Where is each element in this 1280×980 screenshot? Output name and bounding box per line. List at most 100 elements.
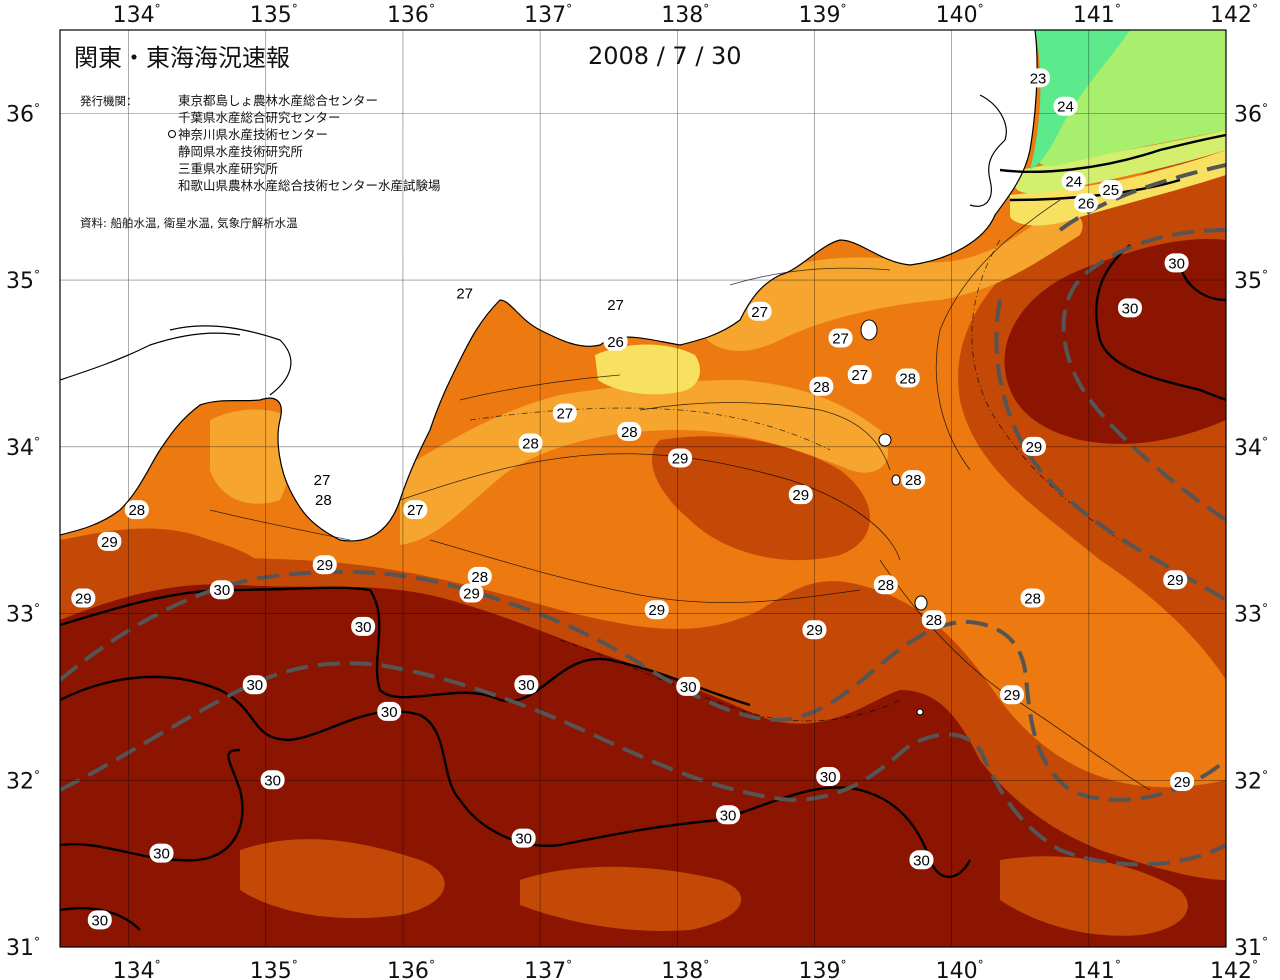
- isotherm-label-bg: [459, 583, 484, 603]
- isotherm-label: 29: [459, 583, 484, 603]
- isotherm-label: 28: [921, 610, 946, 630]
- isotherm-label: 28: [518, 433, 543, 453]
- isotherm-label-text: 28: [925, 612, 942, 629]
- isotherm-label-bg: [403, 500, 428, 520]
- isotherm-label: 28: [809, 376, 834, 396]
- isotherm-label: 29: [312, 555, 337, 575]
- lat-tick-label: 35°: [1234, 268, 1268, 294]
- isotherm-label-text: 29: [792, 487, 809, 504]
- isotherm-label-text: 30: [91, 912, 108, 929]
- isotherm-label: 30: [676, 676, 701, 696]
- isotherm-label-text: 23: [1030, 70, 1047, 87]
- lon-tick-label: 137°: [524, 2, 572, 28]
- isotherm-label-bg: [617, 421, 642, 441]
- isotherm-label: 30: [511, 828, 536, 848]
- isotherm-label: 30: [209, 580, 234, 600]
- isotherm-label: 26: [1074, 193, 1099, 213]
- lat-tick-label: 31°: [1234, 935, 1268, 961]
- isotherm-label-bg: [310, 470, 335, 490]
- isotherm-label-bg: [97, 531, 122, 551]
- isotherm-label-text: 27: [407, 502, 424, 519]
- source-note: 資料: 船舶水温, 衛星水温, 気象庁解析水温: [80, 216, 298, 230]
- kuroshio-north-edge: [60, 569, 1226, 802]
- isotherm-label-text: 28: [621, 424, 638, 441]
- isotherm-label-text: 30: [381, 704, 398, 721]
- isotherm-label-bg: [901, 470, 926, 490]
- lon-tick-label: 140°: [936, 958, 984, 980]
- isotherm-label: 30: [909, 850, 934, 870]
- isotherm-label-bg: [1163, 570, 1188, 590]
- kuroshio-east-edge: [1058, 163, 1226, 232]
- coastline-northwest: [60, 332, 241, 381]
- isotherm-label-text: 30: [515, 831, 532, 848]
- isotherm-label-bg: [452, 283, 477, 303]
- isotherm-label-text: 30: [1122, 300, 1139, 317]
- lat-tick-label: 36°: [1234, 101, 1268, 127]
- lon-tick-label: 136°: [387, 2, 435, 28]
- isotherm-label-bg: [747, 301, 772, 321]
- land-miyakejima: [891, 474, 901, 486]
- kuroshio-eddy-edge: [1061, 228, 1226, 522]
- isotherm-label-text: 28: [315, 492, 332, 509]
- lon-tick-label: 139°: [798, 958, 846, 980]
- isotherm-label-bg: [514, 675, 539, 695]
- isotherm-label-text: 28: [877, 577, 894, 594]
- isotherm-label-text: 30: [1168, 255, 1185, 272]
- band-30C-east-eddy: [1004, 239, 1226, 444]
- isotherm-label-text: 30: [246, 677, 263, 694]
- band-23C-northeast: [1030, 30, 1130, 170]
- isotherm-label-text: 30: [264, 772, 281, 789]
- land-honshu: [60, 30, 1038, 541]
- isotherm-label-bg: [87, 910, 112, 930]
- isotherm-label: 30: [1164, 253, 1189, 273]
- isotherm-label: 25: [1098, 180, 1123, 200]
- isotherm-label-bg: [311, 490, 336, 510]
- isotherm-label-bg: [644, 600, 669, 620]
- isotherm-label-text: 29: [101, 534, 118, 551]
- isotherm-label: 29: [1163, 570, 1188, 590]
- lat-tick-label: 31°: [6, 935, 40, 961]
- isotherm-label-text: 30: [153, 846, 170, 863]
- isotherm-label-bg: [242, 675, 267, 695]
- isotherm-label: 29: [71, 588, 96, 608]
- isotherm-label-bg: [377, 701, 402, 721]
- isotherm-label-text: 29: [75, 591, 92, 608]
- isotherm-label-bg: [1117, 298, 1142, 318]
- isotherm-label-text: 27: [607, 297, 624, 314]
- isotherm-label: 27: [552, 403, 577, 423]
- isotherm-label-bg: [351, 616, 376, 636]
- isotherm-label-text: 28: [813, 379, 830, 396]
- isotherm-label-bg: [802, 620, 827, 640]
- isotherm-label-text: 27: [832, 330, 849, 347]
- isotherm-label: 28: [873, 575, 898, 595]
- isotherm-label-bg: [1021, 436, 1046, 456]
- isotherm-label-text: 29: [648, 602, 665, 619]
- band-29C-patch-east: [1000, 856, 1188, 936]
- isotherm-label-text: 28: [905, 472, 922, 489]
- lon-tick-label: 142°: [1210, 2, 1258, 28]
- isotherm-label: 29: [788, 485, 813, 505]
- isotherm-label: 28: [311, 490, 336, 510]
- isotherm-label-bg: [603, 331, 628, 351]
- isotherm-label-bg: [1020, 588, 1045, 608]
- isotherm-label-text: 27: [314, 472, 331, 489]
- isotherm-label: 30: [377, 701, 402, 721]
- isotherm-label: 28: [1020, 588, 1045, 608]
- isotherm-thin-lines: [209, 199, 1151, 791]
- isotherm-label-bg: [716, 805, 741, 825]
- isotherm-label-text: 25: [1102, 182, 1119, 199]
- isotherm-label-bg: [603, 295, 628, 315]
- lon-tick-label: 140°: [936, 2, 984, 28]
- isotherm-label-text: 28: [1024, 591, 1041, 608]
- isotherm-label-text: 30: [913, 852, 930, 869]
- temperature-fill-layer: [60, 30, 1226, 947]
- isotherm-label-bg: [809, 376, 834, 396]
- isotherm-label-bg: [260, 770, 285, 790]
- isotherm-label: 30: [1117, 298, 1142, 318]
- lat-tick-label: 35°: [6, 268, 40, 294]
- isotherm-label-bg: [1053, 96, 1078, 116]
- agencies-label: 発行機関：: [80, 94, 138, 108]
- isotherm-label: 28: [901, 470, 926, 490]
- kanagawa-marker-icon: [168, 130, 176, 138]
